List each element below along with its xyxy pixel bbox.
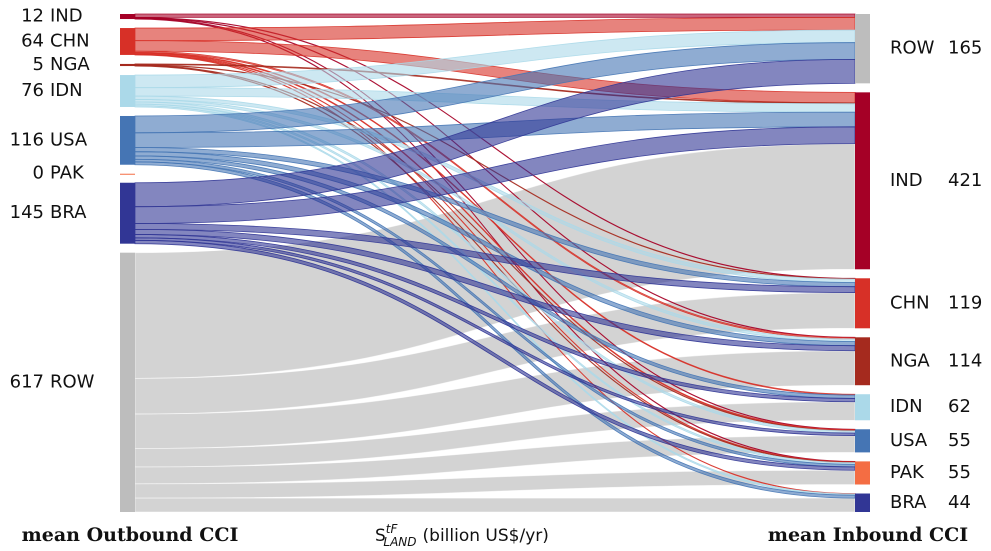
source-node <box>120 115 135 165</box>
source-node <box>120 28 135 55</box>
source-name: PAK <box>50 163 85 184</box>
left-title: mean Outbound CCI <box>22 524 239 546</box>
target-name: USA <box>890 430 928 451</box>
source-value: 64 <box>21 30 44 51</box>
target-name: NGA <box>890 350 930 371</box>
target-node <box>855 429 870 453</box>
target-value: 421 <box>948 170 982 191</box>
axis-symbol: S <box>375 526 386 546</box>
target-name: BRA <box>890 492 927 513</box>
axis-superscript: tF <box>386 522 399 536</box>
source-name: NGA <box>50 54 90 75</box>
target-node <box>855 493 870 512</box>
target-node <box>855 278 870 329</box>
target-node <box>855 461 870 485</box>
target-value: 55 <box>948 462 971 483</box>
target-node <box>855 337 870 386</box>
source-name: BRA <box>50 202 87 223</box>
source-value: 617 <box>10 371 44 392</box>
source-name: IND <box>50 6 83 27</box>
source-node <box>120 75 135 107</box>
source-node <box>120 252 135 512</box>
target-name: IND <box>890 170 923 191</box>
target-name: IDN <box>890 396 923 417</box>
target-value: 55 <box>948 430 971 451</box>
right-title: mean Inbound CCI <box>768 524 968 546</box>
target-node <box>855 394 870 421</box>
source-value: 116 <box>10 129 44 150</box>
axis-label: StF LAND (billion US$/yr) <box>375 522 549 549</box>
target-value: 62 <box>948 396 971 417</box>
source-value: 12 <box>21 6 44 27</box>
target-value: 44 <box>948 492 971 513</box>
axis-unit: (billion US$/yr) <box>423 526 549 546</box>
target-value: 114 <box>948 350 982 371</box>
target-name: ROW <box>890 38 935 59</box>
source-name: ROW <box>50 371 95 392</box>
nodes: 12 IND 64 CHN 5 NGA 76 IDN 116 USA 0 PAK 145 BRA 617 RO… <box>10 6 983 513</box>
source-value: 5 <box>33 54 44 75</box>
source-name: CHN <box>50 30 90 51</box>
target-node <box>855 14 870 84</box>
source-node <box>120 14 135 20</box>
target-name: CHN <box>890 292 930 313</box>
source-value: 0 <box>33 163 44 184</box>
source-value: 145 <box>10 202 44 223</box>
source-name: IDN <box>50 80 83 101</box>
target-value: 119 <box>948 292 982 313</box>
link <box>134 13 856 18</box>
link <box>134 497 856 513</box>
source-node <box>120 173 135 175</box>
axis-subscript: LAND <box>383 535 416 549</box>
source-node <box>120 63 135 67</box>
target-node <box>855 92 870 270</box>
links <box>134 13 856 513</box>
source-node <box>120 182 135 244</box>
source-name: USA <box>50 129 88 150</box>
source-value: 76 <box>21 80 44 101</box>
target-value: 165 <box>948 38 982 59</box>
target-name: PAK <box>890 462 925 483</box>
